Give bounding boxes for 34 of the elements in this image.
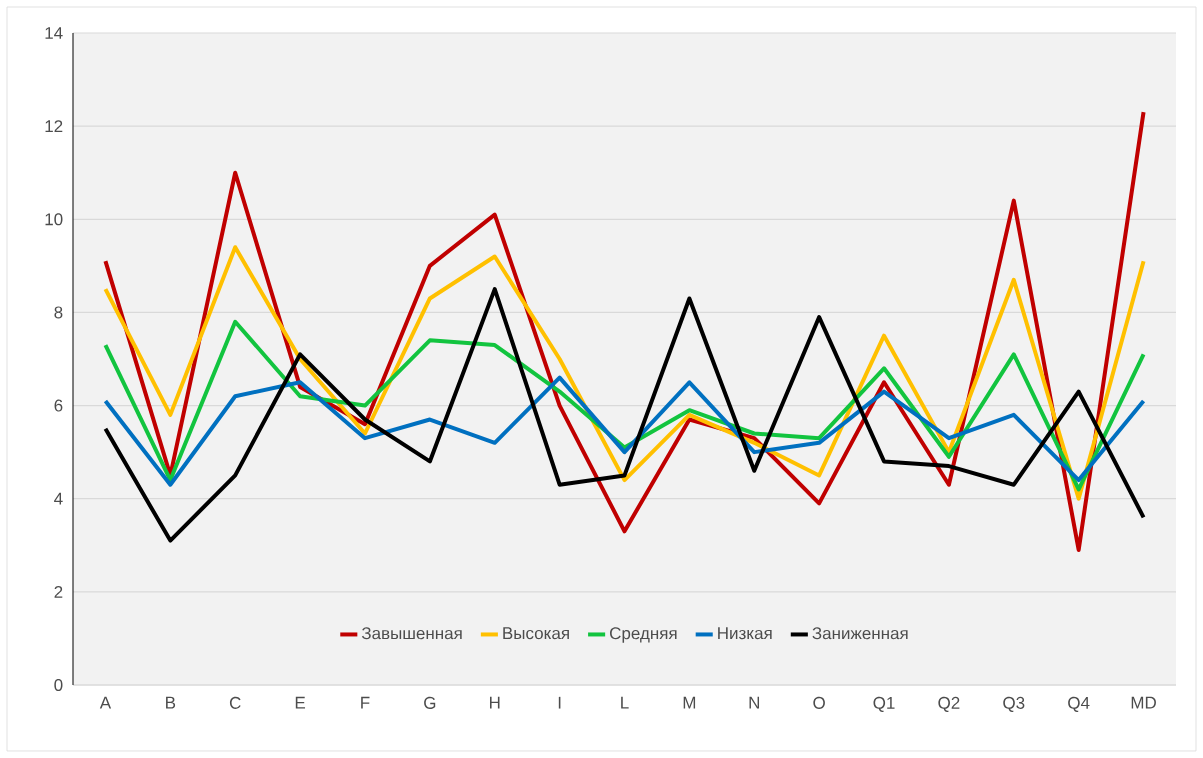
- legend-label: Средняя: [610, 627, 677, 643]
- legend-label: Заниженная: [812, 627, 908, 640]
- y-tick-label: 2: [54, 585, 63, 598]
- line-series: [103, 287, 1146, 543]
- y-tick-label: 0: [54, 678, 63, 692]
- x-tick-label: F: [361, 696, 370, 709]
- legend-label: Завышенная: [361, 627, 462, 640]
- x-tick-label: C: [229, 696, 241, 709]
- x-tick-label: M: [683, 696, 696, 709]
- legend-label: Низкая: [718, 627, 772, 640]
- x-tick-label: N: [749, 696, 760, 709]
- y-tick-label: 6: [54, 399, 63, 412]
- x-tick-label: A: [99, 696, 112, 709]
- y-tick-label: 10: [45, 213, 63, 226]
- x-tick-label: O: [813, 696, 825, 709]
- x-tick-label: B: [166, 696, 176, 709]
- x-tick-label: L: [621, 696, 629, 709]
- y-tick-label: 4: [54, 492, 63, 505]
- line-series: [103, 245, 1146, 501]
- x-tick-label: MD: [1131, 696, 1156, 709]
- x-tick-label: Q3: [1003, 696, 1025, 712]
- x-tick-label: Q2: [938, 696, 960, 712]
- line-series: [103, 319, 1146, 492]
- x-tick-label: Q1: [873, 696, 895, 712]
- x-tick-label: H: [490, 696, 500, 709]
- x-tick-label: Q4: [1068, 696, 1090, 712]
- x-tick-label: E: [295, 696, 306, 709]
- y-tick-label: 14: [45, 27, 63, 39]
- legend-label: Высокая: [503, 627, 569, 640]
- y-tick-label: 8: [54, 306, 63, 319]
- y-tick-label: 12: [45, 120, 63, 133]
- x-tick-label: G: [424, 696, 436, 709]
- line-series: [103, 375, 1146, 487]
- x-tick-label: I: [558, 696, 561, 709]
